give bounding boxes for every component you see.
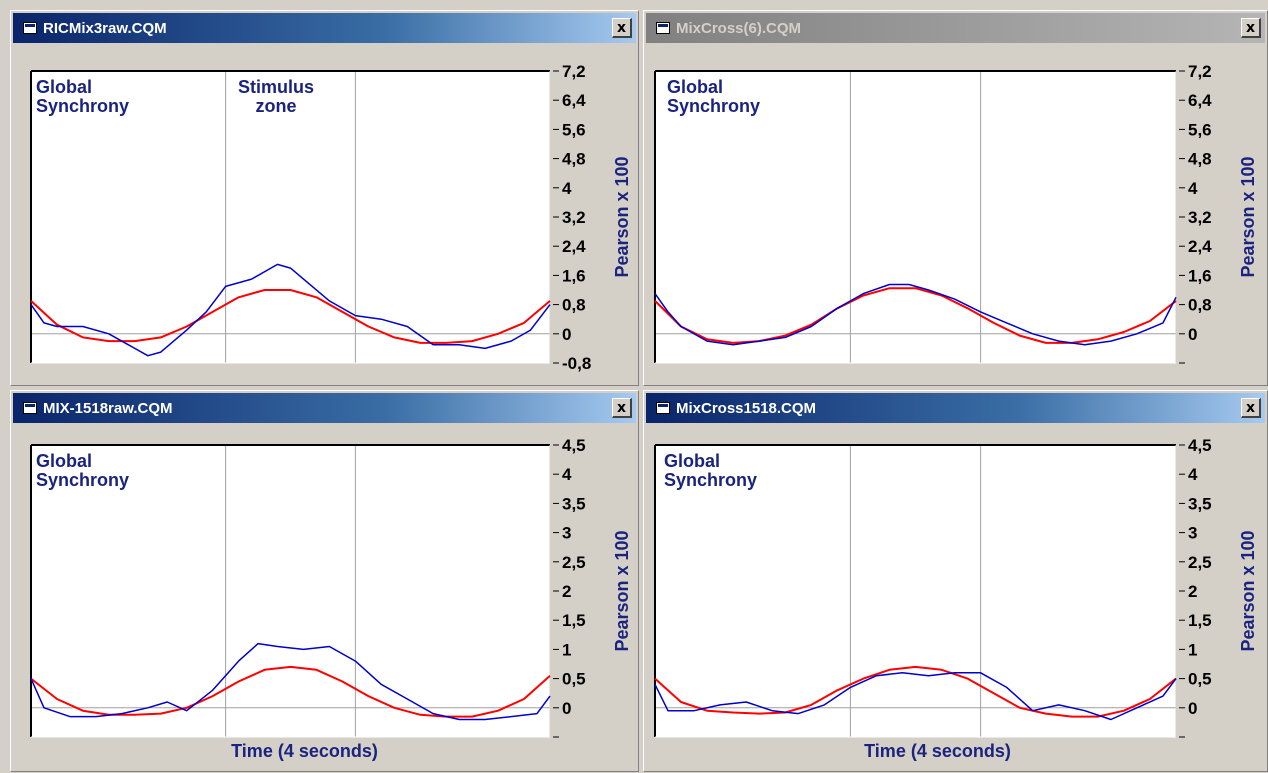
chart-annotation: Synchrony: [664, 470, 757, 490]
window-app-icon: [656, 402, 670, 414]
chart-annotation: zone: [255, 96, 296, 116]
close-icon: x: [616, 19, 627, 36]
y-tick-label: 2: [562, 582, 571, 601]
y-tick-label: 4,5: [1188, 436, 1212, 455]
x-axis-label: Time (4 seconds): [231, 741, 378, 761]
window-mixcross1518[interactable]: MixCross1518.CQM x 4,5 4 3,5 3 2,5 2 1,5 1 0,5 0 P…: [643, 390, 1268, 772]
y-tick-label: 1,5: [562, 611, 586, 630]
y-tick-label: 0,8: [1188, 296, 1212, 315]
x-axis-label: Time (4 seconds): [864, 741, 1011, 761]
close-icon: x: [1245, 19, 1256, 36]
window-mixcross6[interactable]: MixCross(6).CQM x 7,2 6,4 5,6 4,8 4 3,2 2,4 1,6…: [643, 10, 1268, 386]
plot-area: [655, 71, 1176, 363]
chart-annotation: Synchrony: [667, 96, 760, 116]
chart-annotation: Synchrony: [36, 96, 129, 116]
chart-plot: 4,5 4 3,5 3 2,5 2 1,5 1 0,5 0 Pearson x 100 GlobalS…: [654, 436, 1258, 738]
y-tick-label: 7,2: [1188, 62, 1212, 81]
y-tick-label: 6,4: [562, 91, 586, 110]
y-tick-label: 3,2: [1188, 208, 1212, 227]
y-tick-label: 0,5: [562, 670, 586, 689]
y-tick-label: -0,8: [562, 354, 591, 373]
y-axis-label: Pearson x 100: [612, 156, 632, 277]
chart-annotation: Global: [36, 77, 92, 97]
y-tick-label: 2,4: [562, 237, 586, 256]
y-tick-label: 7,2: [562, 62, 586, 81]
y-tick-label: 2,5: [562, 553, 586, 572]
close-icon: x: [616, 399, 627, 416]
y-axis-label: Pearson x 100: [612, 530, 632, 651]
y-tick-label: 3: [1188, 524, 1197, 543]
y-tick-label: 4,8: [562, 150, 586, 169]
window-titlebar[interactable]: MixCross1518.CQM x: [646, 393, 1265, 423]
close-button[interactable]: x: [612, 398, 632, 418]
window-app-icon: [656, 22, 670, 34]
y-tick-label: 5,6: [562, 120, 586, 139]
y-tick-label: 1: [1188, 640, 1197, 659]
series-line-red: [30, 289, 551, 344]
y-tick-label: 0: [1188, 699, 1197, 718]
y-tick-label: 0,5: [1188, 670, 1212, 689]
y-tick-label: 0,8: [562, 296, 586, 315]
y-tick-label: 6,4: [1188, 91, 1212, 110]
y-tick-label: 4: [1188, 179, 1198, 198]
window-title: RICMix3raw.CQM: [43, 19, 167, 37]
plot-area: [31, 445, 550, 737]
y-tick-label: 5,6: [1188, 120, 1212, 139]
close-button[interactable]: x: [1241, 18, 1261, 38]
y-tick-label: 3,5: [1188, 494, 1212, 513]
chart-plot: 7,2 6,4 5,6 4,8 4 3,2 2,4 1,6 0,8 0 Pearson x 100 G…: [654, 62, 1258, 364]
window-mix1518raw[interactable]: MIX-1518raw.CQM x 4,5 4 3,5 3 2,5 2 1,5 1 0,5 0 Pe…: [10, 390, 639, 772]
chart-annotation: Global: [36, 451, 92, 471]
series-line-red: [654, 287, 1177, 344]
chart-annotation: Synchrony: [36, 470, 129, 490]
window-title: MixCross(6).CQM: [676, 19, 802, 37]
series-line-blue: [654, 283, 1177, 346]
y-axis-label: Pearson x 100: [1238, 156, 1258, 277]
series-line-blue: [30, 642, 551, 721]
window-titlebar[interactable]: MixCross(6).CQM x: [646, 13, 1265, 43]
y-axis-label: Pearson x 100: [1238, 530, 1258, 651]
y-tick-label: 2,4: [1188, 237, 1212, 256]
window-ricmix3raw[interactable]: RICMix3raw.CQM x 7,2 6,4 5,6 4,8 4 3,2 2,4 1,6 0…: [10, 10, 639, 386]
window-app-icon: [23, 402, 37, 414]
chart-plot: 7,2 6,4 5,6 4,8 4 3,2 2,4 1,6 0,8 0 -0,8 Pearson x …: [30, 62, 632, 373]
plot-area: [655, 445, 1176, 737]
y-tick-label: 0: [1188, 325, 1197, 344]
y-tick-label: 0: [562, 699, 571, 718]
y-tick-label: 1,5: [1188, 611, 1212, 630]
window-app-icon: [23, 22, 37, 34]
chart-annotation: Global: [664, 451, 720, 471]
chart-annotation: Global: [667, 77, 723, 97]
window-titlebar[interactable]: RICMix3raw.CQM x: [13, 13, 636, 43]
y-tick-label: 3: [562, 524, 571, 543]
window-title: MixCross1518.CQM: [676, 399, 817, 417]
y-tick-label: 4,5: [562, 436, 586, 455]
series-line-blue: [30, 263, 551, 357]
y-tick-label: 4: [562, 465, 572, 484]
y-tick-label: 1,6: [1188, 266, 1212, 285]
y-tick-label: 3,5: [562, 494, 586, 513]
y-tick-label: 1,6: [562, 266, 586, 285]
chart-plot: 4,5 4 3,5 3 2,5 2 1,5 1 0,5 0 Pearson x 100 GlobalS…: [30, 436, 632, 738]
y-tick-label: 1: [562, 640, 571, 659]
window-title: MIX-1518raw.CQM: [43, 399, 173, 417]
y-tick-label: 2: [1188, 582, 1197, 601]
close-button[interactable]: x: [612, 18, 632, 38]
plot-area: [31, 71, 550, 363]
close-icon: x: [1245, 399, 1256, 416]
window-titlebar[interactable]: MIX-1518raw.CQM x: [13, 393, 636, 423]
series-line-red: [654, 665, 1177, 718]
y-tick-label: 4,8: [1188, 150, 1212, 169]
close-button[interactable]: x: [1241, 398, 1261, 418]
series-line-blue: [654, 672, 1177, 721]
y-tick-label: 4: [1188, 465, 1198, 484]
y-tick-label: 4: [562, 179, 572, 198]
y-tick-label: 2,5: [1188, 553, 1212, 572]
chart-annotation: Stimulus: [238, 77, 314, 97]
y-tick-label: 3,2: [562, 208, 586, 227]
y-tick-label: 0: [562, 325, 571, 344]
